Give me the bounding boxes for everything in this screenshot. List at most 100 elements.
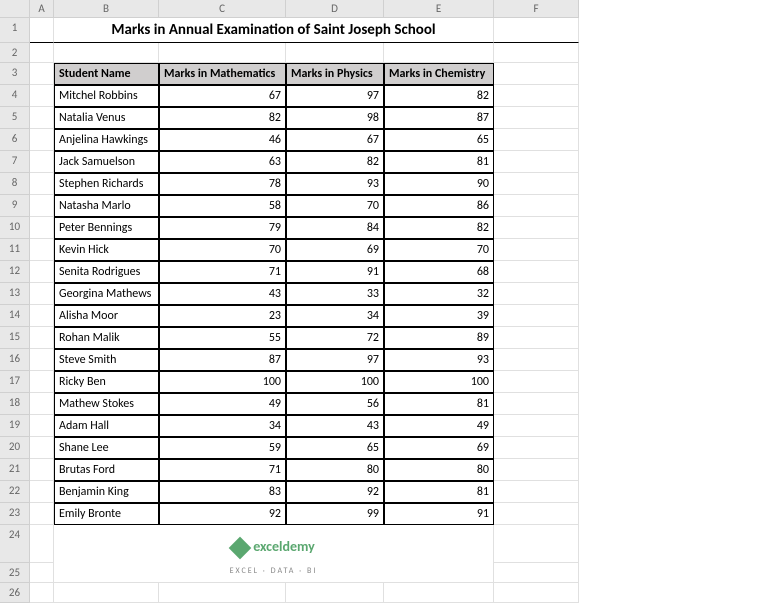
col-header-F[interactable]: F <box>494 0 579 18</box>
cell-blank-r2-2[interactable] <box>159 43 286 63</box>
row-header-4[interactable]: 4 <box>0 85 30 107</box>
row-header-5[interactable]: 5 <box>0 107 30 129</box>
cell-blank-r2-1[interactable] <box>54 43 159 63</box>
row-header-10[interactable]: 10 <box>0 217 30 239</box>
cell-a10[interactable] <box>30 217 54 239</box>
row-header-26[interactable]: 26 <box>0 583 30 603</box>
cell-f13[interactable] <box>494 283 579 305</box>
row-header-20[interactable]: 20 <box>0 437 30 459</box>
cell-a24[interactable] <box>30 525 54 563</box>
cell-blank-26-2[interactable] <box>159 583 286 603</box>
cell-a14[interactable] <box>30 305 54 327</box>
row-header-2[interactable]: 2 <box>0 43 30 63</box>
marks-chemistry: 81 <box>384 481 494 503</box>
cell-f1[interactable] <box>494 18 579 43</box>
cell-a3[interactable] <box>30 63 54 85</box>
cell-blank-r2-3[interactable] <box>286 43 384 63</box>
student-name: Ricky Ben <box>54 371 159 393</box>
row-header-18[interactable]: 18 <box>0 393 30 415</box>
cell-a11[interactable] <box>30 239 54 261</box>
cell-a13[interactable] <box>30 283 54 305</box>
cell-a18[interactable] <box>30 393 54 415</box>
row-header-12[interactable]: 12 <box>0 261 30 283</box>
col-header-B[interactable]: B <box>54 0 159 18</box>
cell-blank-26-5[interactable] <box>494 583 579 603</box>
cell-blank-26-1[interactable] <box>54 583 159 603</box>
cell-f21[interactable] <box>494 459 579 481</box>
cell-f11[interactable] <box>494 239 579 261</box>
logo-cell: exceldemy <box>54 525 494 563</box>
cell-f23[interactable] <box>494 503 579 525</box>
cell-a8[interactable] <box>30 173 54 195</box>
cell-a15[interactable] <box>30 327 54 349</box>
cell-a9[interactable] <box>30 195 54 217</box>
row-header-19[interactable]: 19 <box>0 415 30 437</box>
logo-sub-cell: EXCEL · DATA · BI <box>54 563 494 583</box>
row-header-21[interactable]: 21 <box>0 459 30 481</box>
cell-blank-r2-4[interactable] <box>384 43 494 63</box>
cell-a16[interactable] <box>30 349 54 371</box>
spreadsheet-grid[interactable]: ABCDEF1Marks in Annual Examination of Sa… <box>0 0 768 603</box>
row-header-24[interactable]: 24 <box>0 525 30 563</box>
cell-blank-26-3[interactable] <box>286 583 384 603</box>
table-header-1: Marks in Mathematics <box>159 63 286 85</box>
row-header-14[interactable]: 14 <box>0 305 30 327</box>
cell-f22[interactable] <box>494 481 579 503</box>
row-header-8[interactable]: 8 <box>0 173 30 195</box>
cell-f14[interactable] <box>494 305 579 327</box>
cell-f5[interactable] <box>494 107 579 129</box>
col-header-C[interactable]: C <box>159 0 286 18</box>
cell-f9[interactable] <box>494 195 579 217</box>
cell-blank-r2-0[interactable] <box>30 43 54 63</box>
cell-a23[interactable] <box>30 503 54 525</box>
cell-f3[interactable] <box>494 63 579 85</box>
cell-a19[interactable] <box>30 415 54 437</box>
cell-a12[interactable] <box>30 261 54 283</box>
student-name: Anjelina Hawkings <box>54 129 159 151</box>
cell-a20[interactable] <box>30 437 54 459</box>
row-header-11[interactable]: 11 <box>0 239 30 261</box>
cell-blank-26-4[interactable] <box>384 583 494 603</box>
cell-a17[interactable] <box>30 371 54 393</box>
cell-f25[interactable] <box>494 563 579 583</box>
cell-a4[interactable] <box>30 85 54 107</box>
cell-f7[interactable] <box>494 151 579 173</box>
marks-chemistry: 80 <box>384 459 494 481</box>
row-header-23[interactable]: 23 <box>0 503 30 525</box>
cell-a6[interactable] <box>30 129 54 151</box>
cell-blank-26-0[interactable] <box>30 583 54 603</box>
row-header-3[interactable]: 3 <box>0 63 30 85</box>
row-header-17[interactable]: 17 <box>0 371 30 393</box>
cell-f12[interactable] <box>494 261 579 283</box>
cell-f24[interactable] <box>494 525 579 563</box>
cell-a1[interactable] <box>30 18 54 43</box>
row-header-1[interactable]: 1 <box>0 18 30 43</box>
cell-f19[interactable] <box>494 415 579 437</box>
cell-f15[interactable] <box>494 327 579 349</box>
row-header-22[interactable]: 22 <box>0 481 30 503</box>
row-header-9[interactable]: 9 <box>0 195 30 217</box>
row-header-25[interactable]: 25 <box>0 563 30 583</box>
cell-a5[interactable] <box>30 107 54 129</box>
cell-f10[interactable] <box>494 217 579 239</box>
cell-f18[interactable] <box>494 393 579 415</box>
row-header-7[interactable]: 7 <box>0 151 30 173</box>
cell-a25[interactable] <box>30 563 54 583</box>
cell-f4[interactable] <box>494 85 579 107</box>
cell-f16[interactable] <box>494 349 579 371</box>
cell-f8[interactable] <box>494 173 579 195</box>
cell-f6[interactable] <box>494 129 579 151</box>
cell-a21[interactable] <box>30 459 54 481</box>
col-header-D[interactable]: D <box>286 0 384 18</box>
cell-f20[interactable] <box>494 437 579 459</box>
cell-f17[interactable] <box>494 371 579 393</box>
row-header-16[interactable]: 16 <box>0 349 30 371</box>
row-header-15[interactable]: 15 <box>0 327 30 349</box>
cell-blank-r2-5[interactable] <box>494 43 579 63</box>
col-header-E[interactable]: E <box>384 0 494 18</box>
row-header-6[interactable]: 6 <box>0 129 30 151</box>
cell-a22[interactable] <box>30 481 54 503</box>
row-header-13[interactable]: 13 <box>0 283 30 305</box>
col-header-A[interactable]: A <box>30 0 54 18</box>
cell-a7[interactable] <box>30 151 54 173</box>
